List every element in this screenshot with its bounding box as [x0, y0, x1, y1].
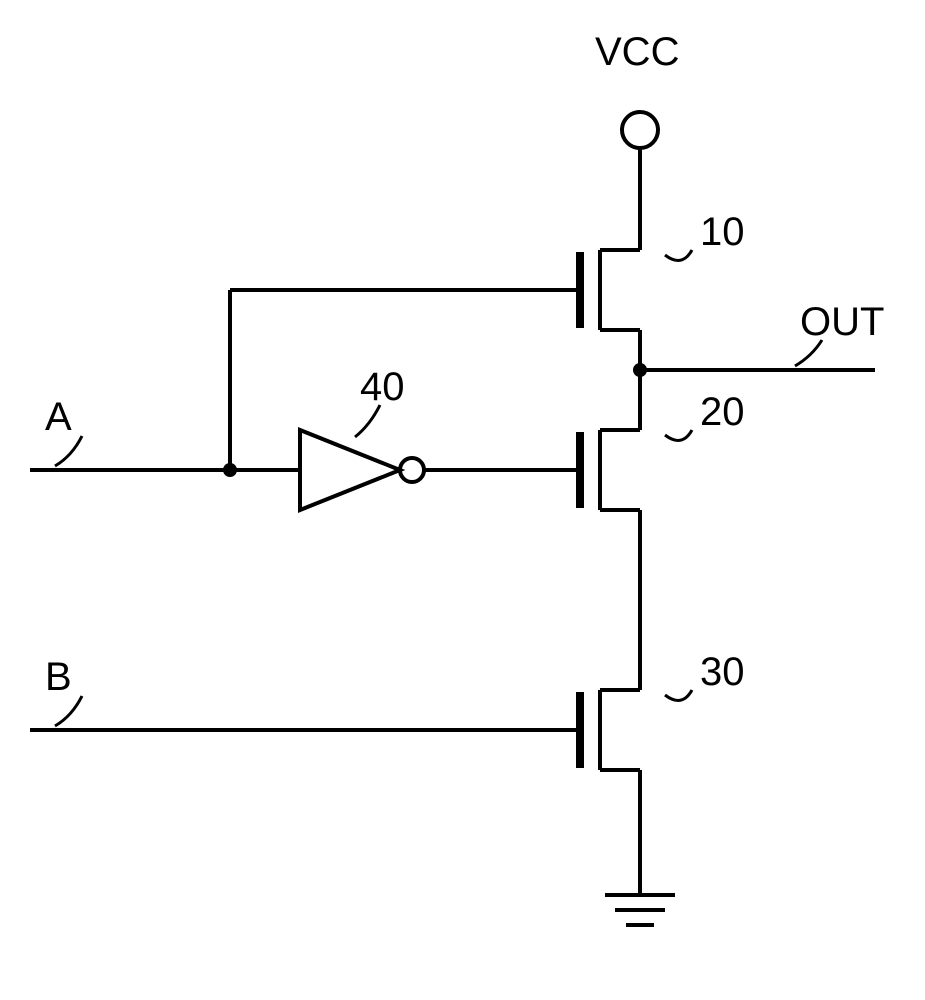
ref-lead-40 — [355, 405, 380, 437]
ground-symbol — [605, 895, 675, 925]
inverter-40 — [300, 430, 424, 510]
ref-lead-30 — [665, 690, 692, 700]
transistor-10 — [570, 250, 640, 330]
ref-lead-10 — [665, 250, 692, 260]
a-label: A — [45, 395, 72, 439]
transistor-30 — [570, 690, 640, 770]
ref-lead-b — [55, 696, 82, 726]
circuit-diagram: VCC 10 OUT 20 — [0, 0, 925, 1000]
ref-label-40: 40 — [360, 365, 405, 409]
ref-lead-a — [55, 436, 82, 466]
out-label: OUT — [800, 300, 884, 344]
ref-label-30: 30 — [700, 650, 745, 694]
transistor-20 — [570, 430, 640, 510]
ref-label-20: 20 — [700, 390, 745, 434]
vcc-label: VCC — [595, 30, 679, 74]
vcc-terminal — [622, 112, 658, 148]
b-label: B — [45, 655, 72, 699]
ref-lead-20 — [665, 430, 692, 440]
ref-label-10: 10 — [700, 210, 745, 254]
